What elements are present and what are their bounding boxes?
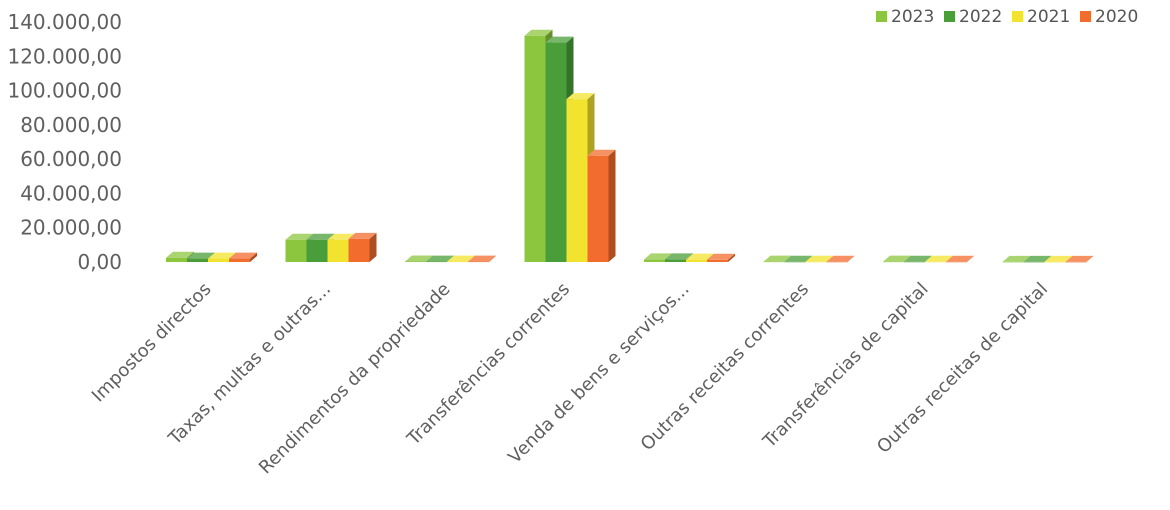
bar [348,232,377,262]
x-tick-label: Rendimentos da propriedade [255,279,455,479]
legend-swatch [1080,11,1091,22]
bar [229,252,257,262]
legend-label: 2020 [1095,7,1138,27]
legend-label: 2022 [959,7,1002,27]
legend-swatch [876,11,887,22]
x-tick-label: Impostos directos [88,279,216,407]
y-axis: 0,00 20.000,00 40.000,00 60.000,00 80.000,00… [7,10,122,274]
legend-item: 2023 [876,7,934,27]
bar [946,255,974,263]
legend-swatch [944,11,955,22]
bar [707,253,735,262]
bar [587,149,616,262]
y-tick-label: 60.000,00 [20,147,122,171]
bars [166,29,1094,263]
y-tick-label: 120.000,00 [7,44,122,68]
y-tick-label: 140.000,00 [7,10,122,34]
bar [468,255,496,263]
bar [826,255,855,263]
y-tick-label: 40.000,00 [20,181,122,205]
legend-label: 2023 [891,7,934,27]
legend-swatch [1012,11,1023,22]
legend: 2023 2022 2021 2020 [876,7,1138,27]
legend-item: 2021 [1012,7,1070,27]
y-tick-label: 20.000,00 [20,216,122,240]
legend-label: 2021 [1027,7,1070,27]
y-tick-label: 80.000,00 [20,113,122,137]
legend-item: 2020 [1080,7,1138,27]
bar [1065,255,1094,263]
y-tick-label: 0,00 [77,250,122,274]
y-tick-label: 100.000,00 [7,79,122,103]
legend-item: 2022 [944,7,1002,27]
